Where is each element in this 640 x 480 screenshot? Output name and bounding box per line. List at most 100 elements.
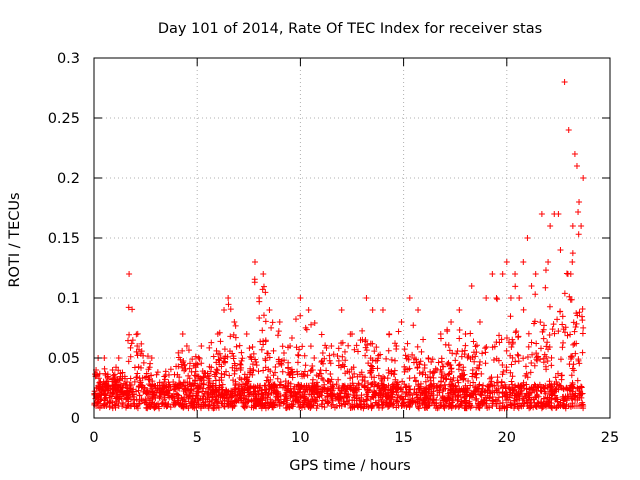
- roti-point: [149, 383, 156, 390]
- roti-point: [392, 357, 399, 364]
- roti-point: [572, 350, 579, 357]
- roti-point: [445, 342, 452, 349]
- roti-point: [488, 374, 495, 381]
- roti-peak-point: [489, 271, 496, 277]
- roti-point: [97, 396, 104, 403]
- roti-point: [571, 340, 578, 347]
- roti-point: [296, 404, 303, 411]
- roti-point: [294, 359, 301, 366]
- roti-point: [188, 368, 195, 375]
- roti-point: [367, 340, 374, 347]
- roti-point: [279, 343, 286, 350]
- roti-point: [135, 387, 142, 394]
- roti-point: [250, 367, 257, 374]
- roti-point: [295, 352, 302, 359]
- roti-point: [494, 374, 501, 381]
- roti-point: [230, 355, 237, 362]
- roti-point: [472, 384, 479, 391]
- roti-point: [237, 392, 244, 399]
- roti-point: [211, 371, 218, 378]
- roti-point: [115, 367, 122, 374]
- roti-point: [571, 328, 578, 335]
- roti-point: [361, 378, 368, 385]
- roti-point: [423, 395, 430, 402]
- roti-point: [486, 404, 493, 411]
- roti-point: [481, 397, 488, 404]
- roti-point: [194, 382, 201, 389]
- roti-point: [301, 352, 308, 359]
- roti-point: [207, 368, 214, 375]
- roti-peak-point: [569, 223, 576, 229]
- roti-point: [375, 372, 382, 379]
- roti-point: [467, 355, 474, 362]
- roti-point: [303, 397, 310, 404]
- roti-point: [195, 354, 202, 361]
- roti-min-point: [448, 403, 455, 409]
- roti-point: [372, 357, 379, 364]
- roti-point: [218, 391, 225, 398]
- roti-point: [569, 365, 576, 372]
- roti-point: [460, 375, 467, 382]
- roti-point: [329, 387, 336, 394]
- roti-point: [531, 318, 538, 325]
- roti-point: [390, 371, 397, 378]
- roti-point: [288, 335, 295, 342]
- roti-point: [473, 395, 480, 402]
- roti-point: [375, 381, 382, 388]
- roti-point: [368, 404, 375, 411]
- roti-point: [186, 365, 193, 372]
- roti-point: [259, 327, 266, 334]
- roti-min-point: [260, 403, 267, 409]
- roti-point: [542, 363, 549, 370]
- roti-point: [434, 405, 441, 412]
- roti-point: [147, 397, 154, 404]
- roti-min-point: [468, 403, 475, 409]
- roti-point: [514, 351, 521, 358]
- roti-min-point: [161, 403, 168, 409]
- roti-point: [393, 346, 400, 353]
- roti-point: [537, 399, 544, 406]
- roti-point: [514, 397, 521, 404]
- roti-peak-point: [161, 379, 168, 385]
- roti-point: [551, 380, 558, 387]
- roti-min-point: [328, 403, 335, 409]
- roti-point: [441, 381, 448, 388]
- roti-point: [473, 342, 480, 349]
- roti-point: [205, 402, 212, 409]
- roti-point: [471, 358, 478, 365]
- roti-point: [467, 330, 474, 337]
- roti-point: [540, 384, 547, 391]
- roti-peak-point: [483, 295, 490, 301]
- roti-point: [506, 389, 513, 396]
- roti-point: [464, 354, 471, 361]
- roti-point: [434, 366, 441, 373]
- roti-peak-point: [512, 271, 519, 277]
- roti-point: [412, 399, 419, 406]
- roti-point: [566, 293, 573, 300]
- roti-point: [167, 404, 174, 411]
- roti-point: [499, 362, 506, 369]
- roti-min-point: [214, 403, 221, 409]
- roti-peak-point: [328, 343, 335, 349]
- roti-point: [457, 388, 464, 395]
- roti-point: [528, 396, 535, 403]
- roti-point: [427, 396, 434, 403]
- roti-point: [262, 395, 269, 402]
- roti-point: [175, 363, 182, 370]
- roti-point: [540, 359, 547, 366]
- roti-point: [269, 384, 276, 391]
- roti-point: [283, 395, 290, 402]
- roti-point: [334, 352, 341, 359]
- roti-point: [513, 328, 520, 335]
- roti-point: [218, 374, 225, 381]
- roti-point: [462, 382, 469, 389]
- roti-point: [432, 400, 439, 407]
- roti-point: [294, 368, 301, 375]
- roti-point: [559, 313, 566, 320]
- roti-point: [110, 390, 117, 397]
- roti-point: [418, 348, 425, 355]
- roti-point: [493, 355, 500, 362]
- roti-point: [241, 395, 248, 402]
- roti-point: [541, 351, 548, 358]
- x-tick-label: 10: [291, 430, 309, 446]
